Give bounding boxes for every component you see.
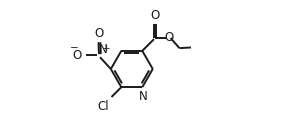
Text: O: O	[95, 27, 104, 40]
Text: Cl: Cl	[97, 100, 109, 113]
Text: O: O	[151, 9, 160, 22]
Text: +: +	[102, 44, 110, 53]
Text: N: N	[99, 43, 108, 56]
Text: −: −	[70, 43, 79, 53]
Text: O: O	[164, 31, 173, 44]
Text: N: N	[139, 90, 147, 103]
Text: O: O	[72, 49, 81, 62]
